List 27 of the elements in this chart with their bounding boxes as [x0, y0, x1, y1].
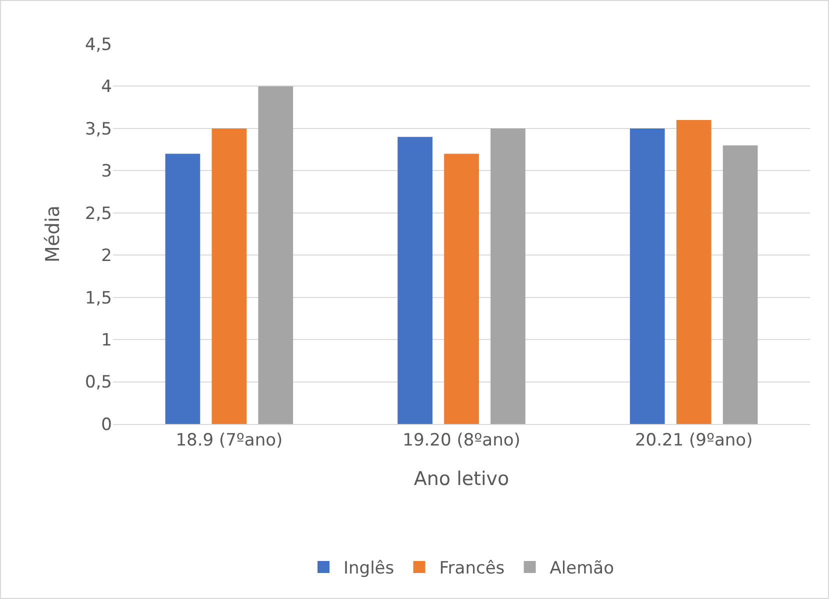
x-tick-label: 20.21 (9ºano) [634, 430, 753, 450]
y-tick-label: 1,5 [84, 288, 112, 308]
bar [722, 145, 758, 424]
y-tick-label: 3,5 [84, 119, 112, 140]
y-tick-label: 1 [101, 330, 112, 351]
bar [676, 120, 712, 424]
bar [212, 128, 247, 424]
y-tick-label: 2,5 [84, 204, 112, 224]
x-axis-title: Ano letivo [414, 468, 510, 490]
y-tick-label: 0 [101, 414, 112, 435]
bar [630, 128, 665, 424]
y-tick-label: 4,5 [84, 34, 112, 55]
bar [398, 136, 432, 424]
bar [444, 154, 479, 424]
legend-label: Inglês [344, 558, 394, 579]
bar [258, 86, 294, 424]
y-axis-title: Média [42, 205, 64, 263]
bar [165, 154, 200, 424]
y-tick-label: 3 [101, 162, 112, 182]
y-tick-label: 4 [101, 77, 112, 98]
y-tick-label: 0,5 [84, 372, 112, 393]
y-tick-label: 2 [101, 246, 112, 266]
legend-label: Alemão [550, 558, 614, 579]
legend-label: Francês [439, 558, 505, 579]
bar [490, 128, 526, 424]
x-tick-label: 19.20 (8ºano) [402, 430, 520, 450]
x-tick-label: 18.9 (7ºano) [176, 430, 283, 450]
